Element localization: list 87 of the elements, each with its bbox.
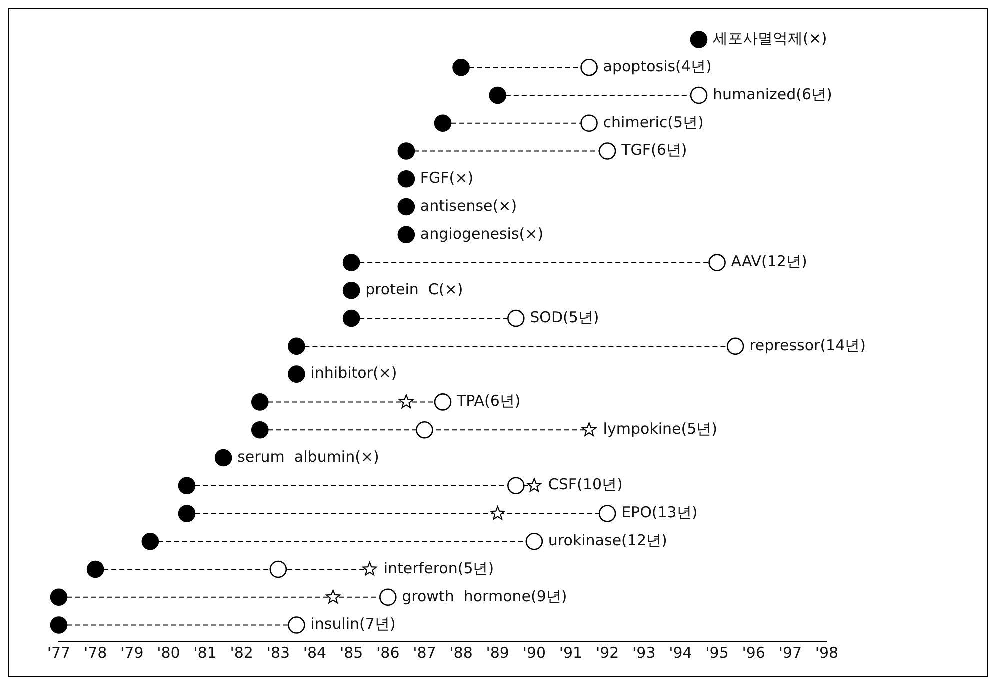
point	[527, 478, 542, 492]
y-tick-label: repressor(14년)	[750, 336, 866, 354]
point	[86, 560, 104, 578]
point	[489, 86, 507, 104]
point	[580, 114, 598, 132]
point	[416, 421, 434, 439]
point	[434, 394, 452, 411]
y-tick-label: TPA(6년)	[456, 392, 521, 410]
x-tick-label: '85	[340, 644, 364, 662]
x-tick-label: '78	[84, 644, 108, 662]
y-tick-label: urokinase(12년)	[548, 532, 668, 550]
x-tick-label: '95	[706, 644, 729, 662]
y-tick-label: humanized(6년)	[713, 85, 832, 104]
y-tick-label: SOD(5년)	[530, 308, 600, 326]
y-tick-label: apoptosis(4년)	[603, 58, 712, 76]
x-tick-label: '83	[266, 644, 290, 662]
point	[362, 562, 378, 576]
point	[251, 421, 269, 439]
y-tick-label: angiogenesis(×)	[420, 224, 544, 243]
y-tick-label: growth hormone(9년)	[402, 587, 568, 606]
x-tick-label: '77	[47, 644, 71, 662]
x-tick-label: '87	[413, 644, 436, 662]
y-tick-label: EPO(13년)	[622, 504, 698, 522]
x-tick-label: '89	[486, 644, 510, 662]
point	[434, 114, 452, 132]
x-tick-label: '98	[815, 644, 839, 662]
point	[598, 142, 616, 160]
y-tick-label: AAV(12년)	[731, 252, 808, 271]
point	[726, 338, 744, 356]
point	[379, 588, 397, 606]
point	[507, 310, 525, 328]
x-tick-label: '97	[778, 644, 802, 662]
y-tick-label: FGF(×)	[420, 169, 474, 188]
point	[690, 31, 708, 48]
x-tick-label: '90	[522, 644, 546, 662]
point	[526, 532, 544, 550]
x-tick-label: '96	[742, 644, 766, 662]
y-tick-label: 세포사멸억제(×)	[713, 30, 828, 48]
point	[342, 254, 360, 272]
x-tick-label: '79	[120, 644, 144, 662]
point	[288, 616, 306, 634]
x-tick-label: '94	[669, 644, 692, 662]
point	[690, 86, 708, 104]
point	[398, 170, 416, 188]
y-tick-label: inhibitor(×)	[310, 364, 398, 382]
point	[398, 226, 416, 244]
point	[582, 422, 596, 436]
y-tick-label: insulin(7년)	[310, 615, 396, 634]
point	[398, 198, 416, 216]
y-tick-label: interferon(5년)	[384, 559, 494, 578]
x-tick-label: '86	[376, 644, 400, 662]
point	[288, 366, 306, 383]
y-tick-label: protein C(×)	[366, 280, 464, 299]
x-tick-label: '93	[632, 644, 656, 662]
x-tick-label: '84	[303, 644, 327, 662]
x-tick-label: '88	[450, 644, 473, 662]
point	[251, 394, 269, 411]
y-tick-label: antisense(×)	[420, 196, 518, 215]
point	[598, 505, 616, 522]
point	[50, 588, 68, 606]
x-tick-label: '92	[596, 644, 620, 662]
y-tick-label: lympokine(5년)	[603, 420, 718, 438]
x-tick-label: '82	[230, 644, 254, 662]
point	[507, 477, 525, 495]
point	[50, 616, 68, 634]
point	[214, 449, 232, 467]
point	[452, 58, 470, 76]
y-tick-label: CSF(10년)	[548, 476, 623, 494]
point	[399, 394, 414, 408]
point	[178, 477, 196, 495]
point	[708, 254, 726, 272]
point	[326, 590, 340, 604]
point	[580, 58, 598, 76]
point	[178, 505, 196, 522]
point	[342, 282, 360, 300]
point	[342, 310, 360, 328]
point	[288, 338, 306, 356]
x-tick-label: '80	[157, 644, 180, 662]
point	[490, 506, 506, 520]
x-tick-label: '91	[559, 644, 583, 662]
point	[398, 142, 416, 160]
x-tick-label: '81	[194, 644, 217, 662]
y-tick-label: TGF(6년)	[620, 141, 688, 160]
y-tick-label: chimeric(5년)	[603, 113, 704, 132]
point	[270, 560, 288, 578]
y-tick-label: serum albumin(×)	[238, 448, 380, 466]
point	[142, 532, 160, 550]
